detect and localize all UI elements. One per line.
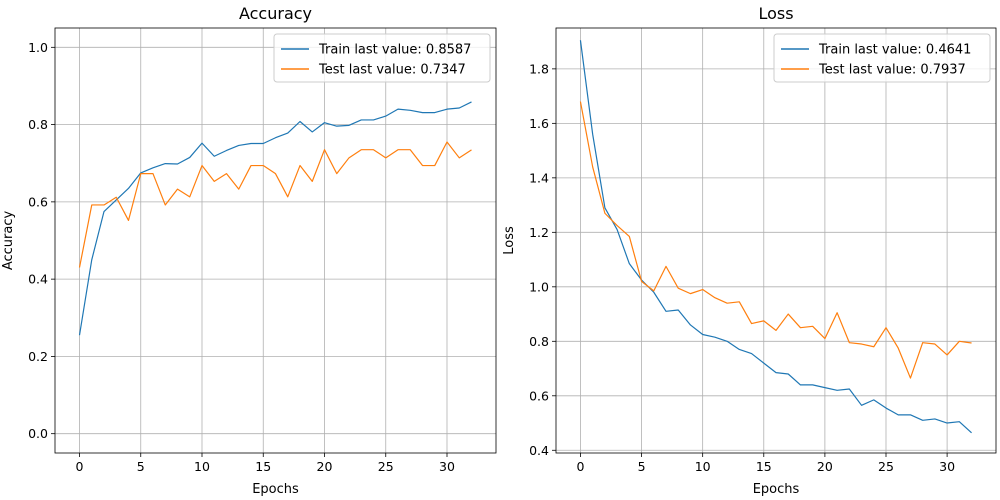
accuracy-title: Accuracy: [239, 4, 312, 23]
loss-ytick-label: 1.6: [529, 116, 549, 131]
accuracy-grid: [55, 28, 496, 453]
accuracy-xtick-label: 15: [255, 459, 271, 474]
loss-legend: Train last value: 0.4641 Test last value…: [773, 33, 991, 83]
accuracy-legend-train-label: Train last value: 0.8587: [318, 43, 471, 58]
accuracy-axes-frame: [54, 27, 497, 454]
accuracy-ylabel: Accuracy: [1, 211, 16, 271]
loss-lines: [579, 40, 972, 434]
accuracy-legend-test-label: Test last value: 0.7347: [318, 63, 466, 78]
accuracy-lines: [78, 101, 472, 336]
loss-axes-frame: [555, 27, 997, 454]
accuracy-ytick-label: 0.6: [28, 194, 48, 209]
accuracy-train-line: [78, 101, 472, 336]
loss-ytick-label: 1.0: [529, 279, 549, 294]
accuracy-ytick-label: 1.0: [28, 40, 48, 55]
accuracy-test-line: [78, 141, 472, 268]
accuracy-ytick-label: 0.2: [28, 349, 48, 364]
accuracy-xtick-label: 5: [137, 459, 145, 474]
accuracy-subplot: 0 5 10 15 20 25 300.00.20.40.60.81.0 Accuracy …: [1, 4, 497, 497]
loss-ytick-label: 1.2: [529, 225, 549, 240]
loss-xtick-label: 5: [638, 459, 646, 474]
loss-xtick-label: 20: [817, 459, 833, 474]
loss-xtick-label: 0: [576, 459, 584, 474]
loss-ytick-label: 0.8: [529, 334, 549, 349]
loss-ticks: 0 5 10 15 20 25 30 0.4 0.6 0.8 1.0 1.2 1.4 1.6 1.8: [529, 61, 955, 474]
accuracy-ytick-label: 0.8: [28, 117, 48, 132]
loss-test-line: [579, 101, 972, 379]
loss-legend-test-label: Test last value: 0.7937: [818, 63, 966, 78]
loss-xtick-label: 15: [756, 459, 772, 474]
loss-legend-train-label: Train last value: 0.4641: [818, 43, 971, 58]
accuracy-xtick-label: 10: [194, 459, 210, 474]
accuracy-ytick-label: 0.0: [28, 426, 48, 441]
accuracy-xtick-label: 30: [439, 459, 455, 474]
loss-xtick-label: 25: [878, 459, 894, 474]
loss-ytick-label: 0.4: [529, 443, 549, 458]
loss-ytick-label: 1.4: [529, 170, 549, 185]
loss-xtick-label: 30: [939, 459, 955, 474]
accuracy-ytick-label: 0.4: [28, 272, 48, 287]
accuracy-xtick-label: 20: [317, 459, 333, 474]
accuracy-xtick-label: 0: [76, 459, 84, 474]
accuracy-legend: Train last value: 0.8587 Test last value…: [273, 33, 491, 83]
loss-title: Loss: [758, 4, 793, 23]
accuracy-legend-box: [273, 33, 491, 83]
loss-ytick-label: 1.8: [529, 61, 549, 76]
loss-ytick-label: 0.6: [529, 388, 549, 403]
accuracy-xtick-label: 25: [378, 459, 394, 474]
accuracy-ticks: 0 5 10 15 20 25 30 0.0 0.2 0.4 0.6 0.8 1.0: [28, 40, 455, 474]
accuracy-xlabel: Epochs: [252, 482, 299, 497]
loss-xlabel: Epochs: [753, 482, 800, 497]
loss-legend-box: [773, 33, 991, 83]
loss-subplot: 0 5 10 15 20 25 30 0.4 0.6 0.8 1.0 1.2 1.4 1.6 1.8 Los…: [502, 4, 997, 497]
loss-xtick-label: 10: [695, 459, 711, 474]
loss-ylabel: Loss: [502, 226, 517, 255]
